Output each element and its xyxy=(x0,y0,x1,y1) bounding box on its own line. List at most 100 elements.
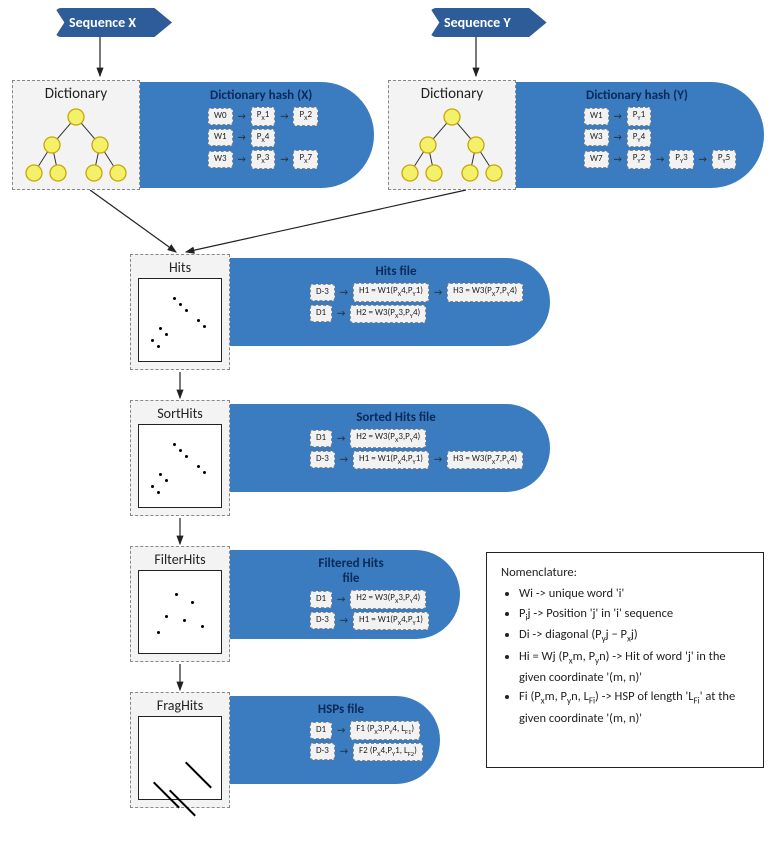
arrow-icon: → xyxy=(434,454,442,465)
arrow-icon: → xyxy=(656,154,664,165)
data-row: D1→H2 = W3(PX3,PY4) xyxy=(310,590,390,609)
plot-dot xyxy=(151,339,154,342)
data-row: D-3→F2 (PX4,PY1, LF2) xyxy=(310,743,370,762)
plot-dot xyxy=(185,309,188,312)
row-key-chip: W0 xyxy=(208,108,233,125)
arrow-icon: → xyxy=(340,746,348,757)
arrow-icon: → xyxy=(238,111,246,122)
arrow-icon: → xyxy=(238,154,246,165)
row-value-chip: F2 (PX4,PY1, LF2) xyxy=(353,743,423,762)
arrow-icon: → xyxy=(337,594,345,605)
row-value-chip: H1 = W1(PX4,PY1) xyxy=(353,612,429,631)
row-key-chip: D1 xyxy=(310,305,332,322)
plot-dot xyxy=(203,325,206,328)
filterhits-box: FilterHits xyxy=(130,546,230,662)
plot-dot xyxy=(165,479,168,482)
row-key-chip: W3 xyxy=(208,151,233,168)
row-value-chip: PX1 xyxy=(251,107,276,126)
plot-dot xyxy=(197,465,200,468)
sorthits-caption: SortHits xyxy=(131,401,229,424)
plot-dot xyxy=(183,619,186,622)
arrow-icon: → xyxy=(614,132,622,143)
dictionary-hash-y: Dictionary hash (Y) W1→PY1W3→PY4W7→PY2→P… xyxy=(484,82,764,188)
row-value-chip: PX4 xyxy=(251,129,276,148)
sorthits-box: SortHits xyxy=(130,400,230,516)
data-row: W3 → PY4 xyxy=(584,129,734,148)
plot-dot xyxy=(173,297,176,300)
plot-dot xyxy=(179,303,182,306)
row-value-chip: H2 = W3(PX3,PY4) xyxy=(350,590,426,609)
data-row: W3→PX3→PX7 xyxy=(208,150,344,169)
filterhits-file-banner: Filtered Hits file D1→H2 = W3(PX3,PY4) D-… xyxy=(200,550,460,639)
sorthits-file-banner: Sorted Hits file D1→H2 = W3(PX3,PY4)D-3→… xyxy=(200,404,550,492)
filterhits-plot xyxy=(138,570,222,654)
hits-box: Hits xyxy=(130,254,230,370)
fraghits-file-banner: HSPs file D1→F1 (PX3,PY4, LF1)D-3→F2 (PX… xyxy=(200,696,440,784)
row-value-chip: H3 = W3(PX7,PY4) xyxy=(447,283,523,302)
plot-dot xyxy=(159,473,162,476)
filterhits-caption: FilterHits xyxy=(131,547,229,570)
data-row: D1 → H2 = W3(PX3,PY4) xyxy=(310,429,480,448)
row-key-chip: W7 xyxy=(584,151,609,168)
nomenclature-item: Fi (Pxm, Pyn, LFi) -> HSP of length 'LFi… xyxy=(519,687,749,728)
data-row: W0→PX1→PX2 xyxy=(208,107,344,126)
row-key-chip: D-3 xyxy=(310,612,335,629)
row-value-chip: H1 = W1(PX4,PY1) xyxy=(353,451,429,470)
plot-dot xyxy=(157,491,160,494)
row-value-chip: PY1 xyxy=(627,107,651,126)
nomenclature-heading: Nomenclature: xyxy=(501,563,749,582)
sequence-x-label: Sequence X xyxy=(55,8,172,37)
data-row: D-3→H1 = W1(PX4,PY1)→H3 = W3(PX7,PY4) xyxy=(310,451,480,470)
plot-dot xyxy=(175,593,178,596)
fraghits-plot xyxy=(138,716,222,800)
data-row: D1→F1 (PX3,PY4, LF1) xyxy=(310,721,370,740)
arrow-icon: → xyxy=(340,615,348,626)
row-value-chip: H2 = W3(PX3,PY4) xyxy=(350,305,426,324)
nomenclature-list: Wi -> unique word 'i'Pij -> Position 'j'… xyxy=(501,584,749,728)
sorthits-plot xyxy=(138,424,222,508)
data-row: W7→PY2→PY3→PY5 xyxy=(584,150,734,169)
hits-plot xyxy=(138,278,222,362)
row-key-chip: D1 xyxy=(310,430,332,447)
arrow-icon: → xyxy=(340,454,348,465)
nomenclature-item: Wi -> unique word 'i' xyxy=(519,584,749,603)
hash-x-title: Dictionary hash (X) xyxy=(210,88,344,103)
arrow-icon: → xyxy=(614,111,622,122)
hits-file-title: Hits file xyxy=(312,264,480,279)
row-value-chip: H3 = W3(PX7,PY4) xyxy=(447,451,523,470)
data-row: W1 → PY1 xyxy=(584,107,734,126)
arrow-icon: → xyxy=(337,725,345,736)
arrow-icon: → xyxy=(337,308,345,319)
fraghits-box: FragHits xyxy=(130,692,230,808)
plot-dot xyxy=(197,319,200,322)
hits-caption: Hits xyxy=(131,255,229,278)
plot-dot xyxy=(151,485,154,488)
arrow-icon: → xyxy=(337,433,345,444)
row-key-chip: W1 xyxy=(208,129,233,146)
plot-dot xyxy=(165,615,168,618)
plot-dot xyxy=(179,449,182,452)
row-value-chip: H2 = W3(PX3,PY4) xyxy=(350,429,426,448)
dictionary-y-tree xyxy=(392,105,512,185)
row-key-chip: W1 xyxy=(584,108,609,125)
plot-dot xyxy=(185,455,188,458)
fraghits-caption: FragHits xyxy=(131,693,229,716)
data-row: D1 → H2 = W3(PX3,PY4) xyxy=(310,305,480,324)
row-key-chip: W3 xyxy=(584,129,609,146)
arrow-icon: → xyxy=(614,154,622,165)
data-row: D-3→H1 = W1(PX4,PY1) xyxy=(310,612,390,631)
arrow-icon: → xyxy=(280,154,288,165)
row-value-chip: PX3 xyxy=(251,150,276,169)
dictionary-x-box: Dictionary xyxy=(12,80,140,190)
row-value-chip: PX2 xyxy=(293,107,318,126)
sorthits-file-title: Sorted Hits file xyxy=(312,410,480,425)
filterhits-file-title: Filtered Hits file xyxy=(312,556,390,586)
row-value-chip: PY4 xyxy=(627,129,651,148)
dictionary-x-tree xyxy=(16,105,136,185)
dictionary-y-box: Dictionary xyxy=(388,80,516,190)
arrow-icon: → xyxy=(434,287,442,298)
row-value-chip: PY3 xyxy=(669,150,693,169)
dictionary-hash-x: Dictionary hash (X) W0 → PX1 → PX2 W1→PX4 W3 → P… xyxy=(108,82,374,188)
data-row: W1→PX4 xyxy=(208,129,344,148)
plot-dot xyxy=(201,625,204,628)
